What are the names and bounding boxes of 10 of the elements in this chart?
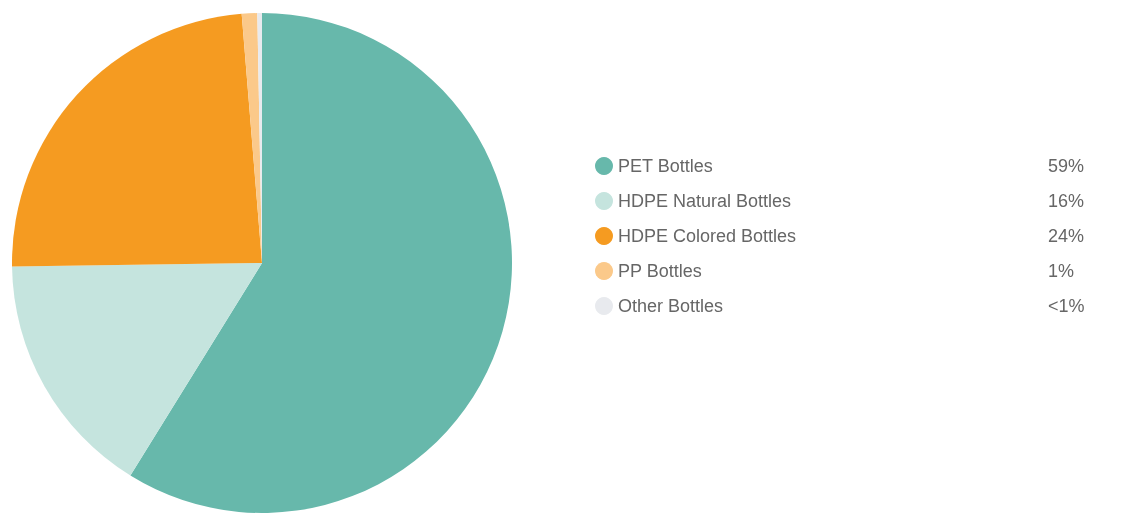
legend-label: HDPE Natural Bottles [618, 191, 792, 211]
data-label: 16% [1048, 191, 1085, 211]
legend-label: PET Bottles [618, 156, 713, 176]
data-label: 24% [1048, 226, 1085, 246]
legend-label: Other Bottles [618, 296, 724, 316]
legend-label: PP Bottles [618, 261, 702, 281]
data-label: 1% [1048, 261, 1075, 281]
data-label: <1% [1048, 296, 1085, 316]
data-label: 59% [1048, 156, 1085, 176]
legend-label: HDPE Colored Bottles [618, 226, 797, 246]
